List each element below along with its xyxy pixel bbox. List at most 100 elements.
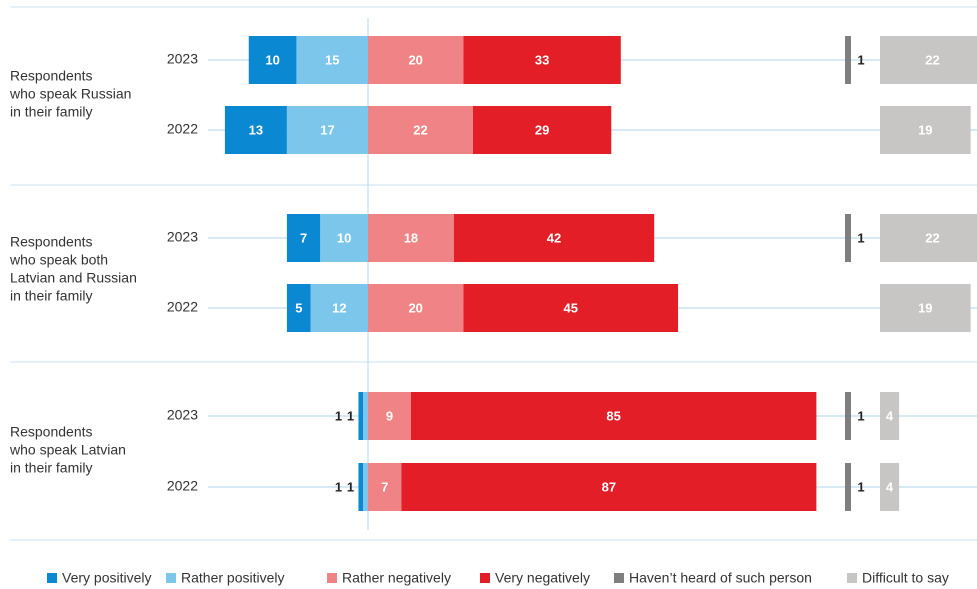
y-tick-label: 2022 [167, 121, 198, 137]
bar [401, 463, 817, 511]
group-label: Latvian and Russian [10, 270, 137, 286]
bar [286, 284, 311, 332]
bar [880, 392, 900, 440]
group-label: in their family [10, 288, 92, 304]
value-label: 19 [918, 122, 932, 137]
bar [410, 392, 817, 440]
value-label: 1 [857, 408, 864, 423]
legend-swatch [480, 573, 490, 583]
legend-swatch [47, 573, 57, 583]
bar [368, 463, 402, 511]
group-label: Respondents [10, 424, 93, 440]
bar [286, 106, 368, 154]
value-label: 33 [535, 52, 549, 67]
legend-label: Rather negatively [342, 570, 451, 586]
value-label: 42 [547, 230, 561, 245]
bar [320, 214, 368, 262]
value-label: 20 [408, 52, 422, 67]
value-label: 87 [602, 479, 616, 494]
value-label: 1 [857, 52, 864, 67]
bar [358, 392, 364, 440]
y-tick-label: 2023 [167, 229, 198, 245]
bar [463, 284, 679, 332]
value-label: 4 [886, 408, 894, 423]
y-tick-label: 2023 [167, 407, 198, 423]
group-label: in their family [10, 460, 92, 476]
legend-swatch [614, 573, 624, 583]
bar [286, 214, 321, 262]
value-label: 5 [295, 300, 302, 315]
bar [453, 214, 655, 262]
bar [358, 463, 364, 511]
legend-label: Very positively [62, 570, 151, 586]
bar [363, 463, 368, 511]
value-label: 1 [335, 479, 342, 494]
y-tick-label: 2022 [167, 478, 198, 494]
bar [310, 284, 368, 332]
value-label: 4 [886, 479, 894, 494]
bar [845, 214, 851, 262]
bar [368, 36, 464, 84]
value-label: 1 [857, 230, 864, 245]
value-label: 12 [332, 300, 346, 315]
group-label: Respondents [10, 68, 93, 84]
bar [880, 284, 971, 332]
bar [248, 36, 297, 84]
bar [845, 463, 851, 511]
y-tick-label: 2023 [167, 51, 198, 67]
value-label: 10 [337, 230, 351, 245]
value-label: 22 [925, 52, 939, 67]
bar [368, 284, 464, 332]
legend-label: Haven’t heard of such person [629, 570, 812, 586]
value-label: 18 [404, 230, 418, 245]
value-label: 9 [386, 408, 393, 423]
background-lines [10, 6, 977, 541]
bar [368, 392, 411, 440]
bar [845, 392, 851, 440]
bar [845, 36, 851, 84]
legend-label: Rather positively [181, 570, 285, 586]
bar [472, 106, 612, 154]
legend-label: Very negatively [495, 570, 590, 586]
value-label: 17 [320, 122, 334, 137]
bar [880, 106, 971, 154]
group-label: who speak Latvian [9, 442, 126, 458]
value-label: 19 [918, 300, 932, 315]
value-label: 13 [249, 122, 263, 137]
value-label: 22 [413, 122, 427, 137]
value-label: 85 [606, 408, 620, 423]
value-label: 7 [300, 230, 307, 245]
value-label: 29 [535, 122, 549, 137]
group-label: in their family [10, 104, 92, 120]
bar [463, 36, 621, 84]
bar [224, 106, 287, 154]
legend-label: Difficult to say [862, 570, 949, 586]
group-label: who speak both [9, 252, 108, 268]
value-label: 10 [265, 52, 279, 67]
bar [363, 392, 368, 440]
value-label: 15 [325, 52, 339, 67]
legend-swatch [847, 573, 857, 583]
group-label: who speak Russian [9, 86, 131, 102]
value-label: 7 [381, 479, 388, 494]
labels: Respondents who speak Russian in their fam… [9, 51, 949, 586]
value-label: 22 [925, 230, 939, 245]
y-tick-label: 2022 [167, 299, 198, 315]
bar [880, 463, 900, 511]
plot [224, 36, 977, 511]
bar [296, 36, 368, 84]
bar [880, 36, 977, 84]
bar [368, 214, 454, 262]
value-label: 1 [347, 479, 354, 494]
group-label: Respondents [10, 234, 93, 250]
value-label: 20 [408, 300, 422, 315]
legend-swatch [166, 573, 176, 583]
value-label: 45 [563, 300, 577, 315]
legend-swatch [327, 573, 337, 583]
value-label: 1 [347, 408, 354, 423]
bar [880, 214, 977, 262]
value-label: 1 [857, 479, 864, 494]
bar [368, 106, 473, 154]
value-label: 1 [335, 408, 342, 423]
